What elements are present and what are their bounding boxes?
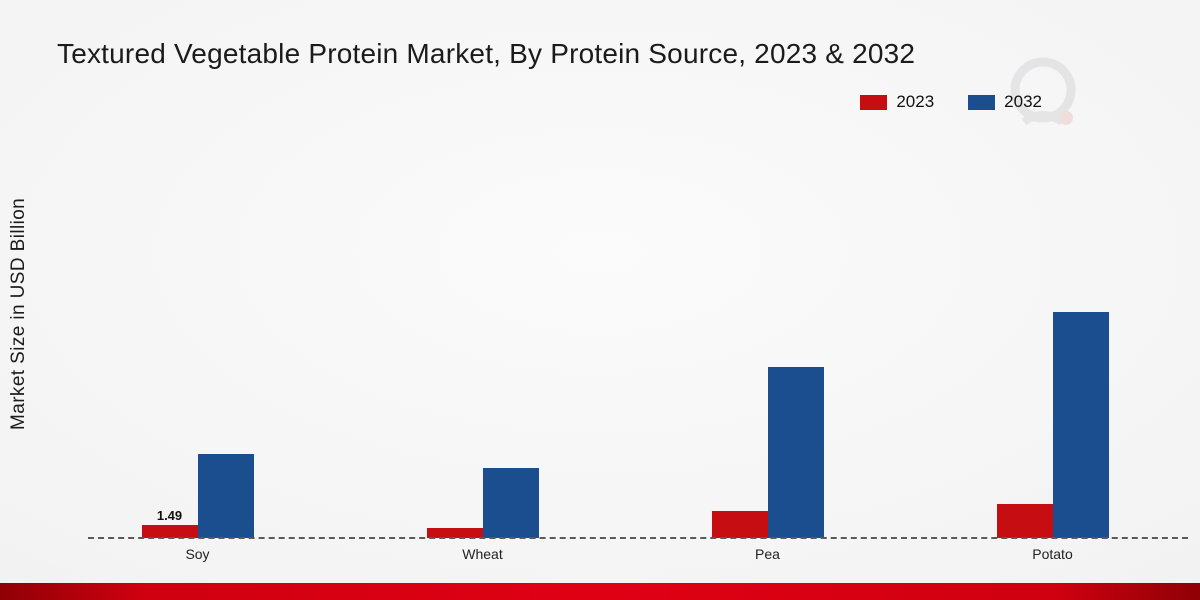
bar-soy-2023: 1.49	[141, 508, 198, 538]
category-label-soy: Soy	[185, 546, 210, 562]
bar-soy-2032	[197, 454, 254, 538]
y-axis-label: Market Size in USD Billion	[8, 197, 29, 430]
bar-pea-2023	[711, 511, 768, 538]
legend: 2023 2032	[860, 92, 1042, 112]
chart-title: Textured Vegetable Protein Market, By Pr…	[57, 38, 916, 69]
bar-group-potato: Potato	[996, 312, 1109, 562]
bar-pea-2032	[767, 367, 824, 538]
legend-swatch-2023	[860, 94, 888, 110]
bar-potato-2023	[996, 504, 1053, 538]
bar-value-label: 1.49	[156, 508, 183, 523]
bar-wheat-2023	[426, 528, 483, 538]
bar-group-wheat: Wheat	[426, 468, 539, 562]
legend-label-2023: 2023	[896, 92, 935, 111]
bar-potato-2032	[1052, 312, 1109, 538]
category-label-potato: Potato	[1032, 546, 1073, 562]
legend-item-2032: 2032	[968, 92, 1042, 112]
bar-wheat-2032	[482, 468, 539, 538]
bar-group-pea: Pea	[711, 367, 824, 562]
legend-label-2032: 2032	[1004, 92, 1042, 111]
category-label-pea: Pea	[755, 546, 780, 562]
x-axis-baseline	[88, 537, 1188, 539]
bar-group-soy: 1.49 Soy	[141, 454, 254, 562]
plot-area: 1.49 Soy Wheat Pea Potato	[55, 238, 1195, 562]
footer-accent-bar	[0, 583, 1200, 600]
category-label-wheat: Wheat	[462, 546, 503, 562]
bar-groups: 1.49 Soy Wheat Pea Potato	[55, 238, 1195, 562]
legend-item-2023: 2023	[860, 92, 934, 112]
legend-swatch-2032	[968, 94, 996, 110]
